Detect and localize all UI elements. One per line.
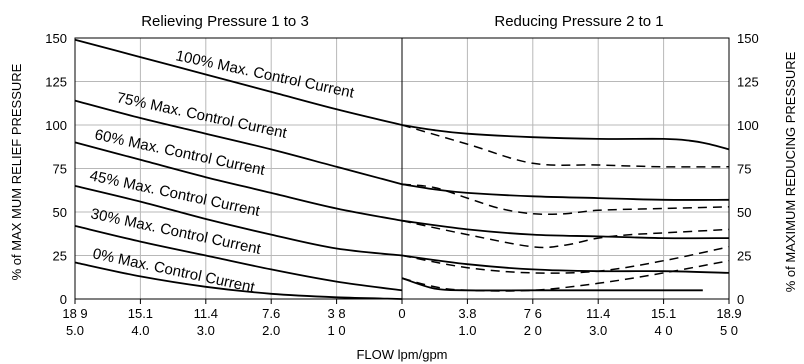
relieving-curve-75 — [74, 99, 403, 186]
relieving-curve-30 — [74, 225, 403, 292]
y-tick-label-left: 50 — [53, 205, 67, 220]
y-axis-label-right: % of MAXIMUM REDUCING PRESSURE — [783, 51, 798, 292]
x-tick-label-gpm: 2.0 — [262, 323, 280, 338]
x-tick-label-lpm: 15.1 — [651, 306, 676, 321]
x-tick-label-gpm: 4.0 — [131, 323, 149, 338]
x-tick-label-lpm: 7.6 — [262, 306, 280, 321]
relieving-curve-100 — [74, 38, 403, 126]
reducing-curve-100 — [401, 124, 730, 151]
relieving-curve-45 — [74, 185, 403, 257]
x-tick-label-gpm: 5 0 — [720, 323, 738, 338]
x-tick-label-gpm: 3.0 — [197, 323, 215, 338]
region-title-reducing: Reducing Pressure 2 to 1 — [494, 13, 663, 30]
x-tick-label-lpm: 7 6 — [524, 306, 542, 321]
curve-label-100: 100% Max. Control Current — [174, 47, 356, 102]
y-tick-label-right: 125 — [737, 75, 759, 90]
x-tick-label-gpm: 1.0 — [458, 323, 476, 338]
y-axis-label-left: % of MAX MUM RELIEF PRESSURE — [9, 63, 24, 280]
x-tick-label-lpm: 11.4 — [586, 306, 610, 321]
reducing-dashed-curve-60 — [401, 219, 730, 249]
x-tick-label-gpm: 2 0 — [524, 323, 542, 338]
reducing-dashed-curve-100 — [401, 124, 730, 168]
x-tick-label-lpm: 15.1 — [128, 306, 153, 321]
axis-layer: 0 0 25 25 50 50 75 75 100 100 125 125 150 150 18 9 5.0 1… — [45, 31, 758, 338]
x-tick-label-lpm: 18.9 — [716, 306, 741, 321]
y-tick-label-right: 150 — [737, 31, 759, 46]
reducing-curve-75 — [401, 183, 730, 201]
y-tick-label-left: 0 — [60, 292, 67, 307]
x-tick-label-lpm: 3.8 — [458, 306, 476, 321]
y-tick-label-left: 75 — [53, 162, 67, 177]
reducing-curve-45 — [401, 254, 730, 274]
curve-label-75: 75% Max. Control Current — [115, 89, 289, 142]
reducing-curve-0 — [401, 277, 703, 292]
x-tick-label-lpm: 18 9 — [62, 306, 87, 321]
reducing-curve-60 — [401, 219, 730, 240]
region-title-relieving: Relieving Pressure 1 to 3 — [141, 13, 309, 30]
y-tick-label-right: 75 — [737, 162, 751, 177]
y-tick-label-left: 150 — [45, 31, 67, 46]
y-tick-label-right: 25 — [737, 249, 751, 264]
y-tick-label-right: 0 — [737, 292, 744, 307]
x-tick-label-gpm: 3.0 — [589, 323, 607, 338]
relieving-curve-0 — [74, 261, 403, 300]
x-tick-label-lpm: 3 8 — [328, 306, 346, 321]
x-tick-label-gpm: 5.0 — [66, 323, 84, 338]
y-tick-label-left: 125 — [45, 75, 67, 90]
reducing-dashed-curve-45 — [401, 246, 730, 274]
x-tick-label-gpm: 1 0 — [328, 323, 346, 338]
curve-layer — [74, 38, 730, 300]
x-tick-label-lpm: 11.4 — [194, 306, 218, 321]
y-tick-label-left: 100 — [45, 118, 67, 133]
y-tick-label-right: 100 — [737, 118, 759, 133]
relieving-curve-60 — [74, 141, 403, 222]
x-tick-label-lpm: 0 — [398, 306, 405, 321]
y-tick-label-left: 25 — [53, 249, 67, 264]
x-axis-label: FLOW lpm/gpm — [356, 347, 447, 362]
reducing-dashed-curve-0 — [401, 259, 730, 292]
y-tick-label-right: 50 — [737, 205, 751, 220]
x-tick-label-gpm: 4 0 — [655, 323, 673, 338]
